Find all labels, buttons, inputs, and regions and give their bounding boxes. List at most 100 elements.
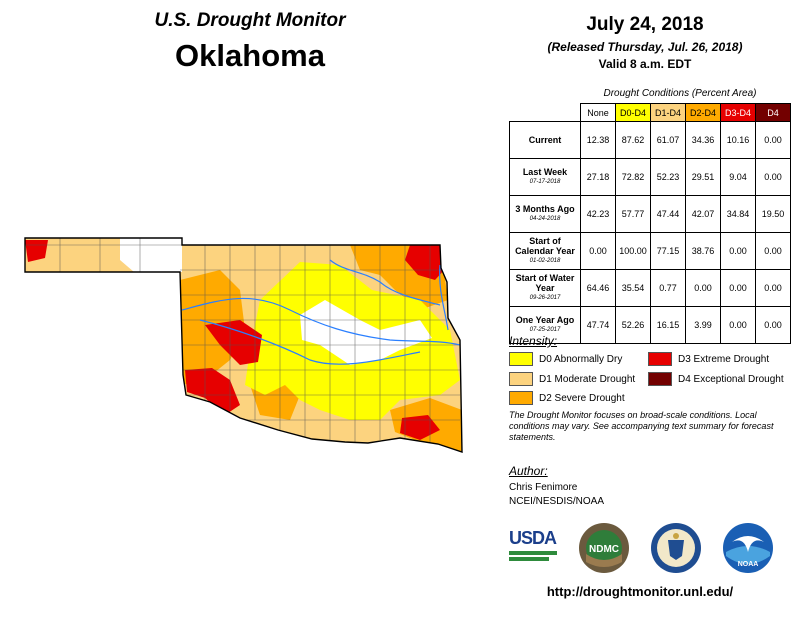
drought-monitor-link[interactable]: http://droughtmonitor.unl.edu/ xyxy=(546,584,734,599)
svg-text:NOAA: NOAA xyxy=(738,561,759,568)
row-label-text: Current xyxy=(528,135,562,145)
legend-item: D4 Exceptional Drought xyxy=(648,372,784,386)
row-label: Current xyxy=(509,121,581,159)
table-cell: 42.07 xyxy=(685,195,721,233)
legend-item: D0 Abnormally Dry xyxy=(509,352,622,366)
column-header-d3-d4: D3-D4 xyxy=(720,103,756,122)
table-caption: Drought Conditions (Percent Area) xyxy=(603,88,757,99)
table-cell: 29.51 xyxy=(685,158,721,196)
legend-item: D1 Moderate Drought xyxy=(509,372,635,386)
table-row: 3 Months Ago 04-24-2018 42.23 57.77 47.44 42.… xyxy=(509,195,791,233)
author-heading: Author: xyxy=(509,464,548,478)
row-date: 04-24-2018 xyxy=(529,216,561,222)
row-label-text: Start of Calendar Year xyxy=(515,236,575,256)
d3-region-west xyxy=(205,320,262,365)
row-label-text: 3 Months Ago xyxy=(515,204,575,214)
table-cell: 61.07 xyxy=(650,121,686,159)
column-header-none: None xyxy=(580,103,616,122)
legend-swatch xyxy=(509,391,533,405)
legend-title: Intensity: xyxy=(509,334,558,348)
noaa-logo: NOAA xyxy=(723,523,773,573)
row-label-text: Last Week xyxy=(522,167,568,177)
table-row: Current 12.38 87.62 61.07 34.36 10.16 0.00 xyxy=(509,121,791,159)
map-title: U.S. Drought Monitor xyxy=(154,10,346,31)
row-date: 07-25-2017 xyxy=(529,327,561,333)
column-header-d1-d4: D1-D4 xyxy=(650,103,686,122)
table-cell: 9.04 xyxy=(720,158,756,196)
table-cell: 52.23 xyxy=(650,158,686,196)
legend-swatch xyxy=(509,372,533,386)
legend-label: D3 Extreme Drought xyxy=(678,353,770,365)
table-cell: 47.44 xyxy=(650,195,686,233)
table-cell: 52.26 xyxy=(615,306,651,344)
table-cell: 19.50 xyxy=(755,195,791,233)
ndmc-logo: NDMC xyxy=(579,523,629,573)
table-cell: 72.82 xyxy=(615,158,651,196)
legend-label: D2 Severe Drought xyxy=(539,392,625,404)
d3-region-northeast xyxy=(405,245,446,280)
table-cell: 0.00 xyxy=(720,232,756,270)
row-label: Last Week 07-17-2018 xyxy=(509,158,581,196)
table-cell: 0.00 xyxy=(580,232,616,270)
table-cell: 57.77 xyxy=(615,195,651,233)
table-cell: 16.15 xyxy=(650,306,686,344)
drought-conditions-table: None D0-D4 D1-D4 D2-D4 D3-D4 D4 Current 12.38 8… xyxy=(509,103,791,344)
table-cell: 0.00 xyxy=(755,306,791,344)
table-cell: 27.18 xyxy=(580,158,616,196)
row-label-text: One Year Ago xyxy=(515,315,575,325)
column-header-d0-d4: D0-D4 xyxy=(615,103,651,122)
table-body: Current 12.38 87.62 61.07 34.36 10.16 0.00 Last… xyxy=(509,121,791,344)
table-cell: 0.00 xyxy=(720,269,756,307)
table-cell: 34.84 xyxy=(720,195,756,233)
legend-label: D4 Exceptional Drought xyxy=(678,373,784,385)
row-date: 01-02-2018 xyxy=(529,258,561,264)
table-row: Last Week 07-17-2018 27.18 72.82 52.23 29.51 9… xyxy=(509,158,791,196)
row-label: One Year Ago 07-25-2017 xyxy=(509,306,581,344)
legend-swatch xyxy=(648,372,672,386)
table-cell: 77.15 xyxy=(650,232,686,270)
svg-text:NDMC: NDMC xyxy=(589,544,619,555)
table-cell: 34.36 xyxy=(685,121,721,159)
table-cell: 0.00 xyxy=(755,269,791,307)
valid-time: Valid 8 a.m. EDT xyxy=(598,57,692,71)
doc-seal-logo xyxy=(651,523,701,573)
drought-note: The Drought Monitor focuses on broad-sca… xyxy=(509,410,774,442)
state-name: Oklahoma xyxy=(175,38,325,73)
state-outline xyxy=(24,237,463,453)
table-cell: 42.23 xyxy=(580,195,616,233)
row-label: Start of Water Year 09-26-2017 xyxy=(509,269,581,307)
row-label-text: Start of Water Year xyxy=(515,273,575,293)
row-label: 3 Months Ago 04-24-2018 xyxy=(509,195,581,233)
legend-item: D3 Extreme Drought xyxy=(648,352,769,366)
column-header-d4: D4 xyxy=(755,103,791,122)
table-cell: 64.46 xyxy=(580,269,616,307)
table-corner xyxy=(509,103,581,122)
map-date: July 24, 2018 xyxy=(586,14,704,35)
table-row: One Year Ago 07-25-2017 47.74 52.26 16.15 3.9… xyxy=(509,306,791,344)
oklahoma-drought-map xyxy=(24,237,463,453)
table-cell: 0.00 xyxy=(755,232,791,270)
table-cell: 87.62 xyxy=(615,121,651,159)
row-date: 09-26-2017 xyxy=(529,295,561,301)
table-cell: 100.00 xyxy=(615,232,651,270)
table-cell: 0.00 xyxy=(755,121,791,159)
table-cell: 12.38 xyxy=(580,121,616,159)
table-cell: 0.00 xyxy=(685,269,721,307)
legend-label: D1 Moderate Drought xyxy=(539,373,636,385)
table-cell: 0.00 xyxy=(720,306,756,344)
release-date: (Released Thursday, Jul. 26, 2018) xyxy=(547,40,743,54)
legend-label: D0 Abnormally Dry xyxy=(539,353,623,365)
column-header-d2-d4: D2-D4 xyxy=(685,103,721,122)
legend-swatch xyxy=(648,352,672,366)
usda-logo: USDA xyxy=(509,528,565,568)
row-label: Start of Calendar Year 01-02-2018 xyxy=(509,232,581,270)
legend-swatch xyxy=(509,352,533,366)
legend-item: D2 Severe Drought xyxy=(509,391,625,405)
table-cell: 0.00 xyxy=(755,158,791,196)
table-header-row: None D0-D4 D1-D4 D2-D4 D3-D4 D4 xyxy=(509,103,791,122)
rivers xyxy=(181,259,461,365)
d3-region-panhandle xyxy=(25,240,48,262)
table-cell: 35.54 xyxy=(615,269,651,307)
author-name: Chris Fenimore xyxy=(509,482,578,493)
table-cell: 47.74 xyxy=(580,306,616,344)
